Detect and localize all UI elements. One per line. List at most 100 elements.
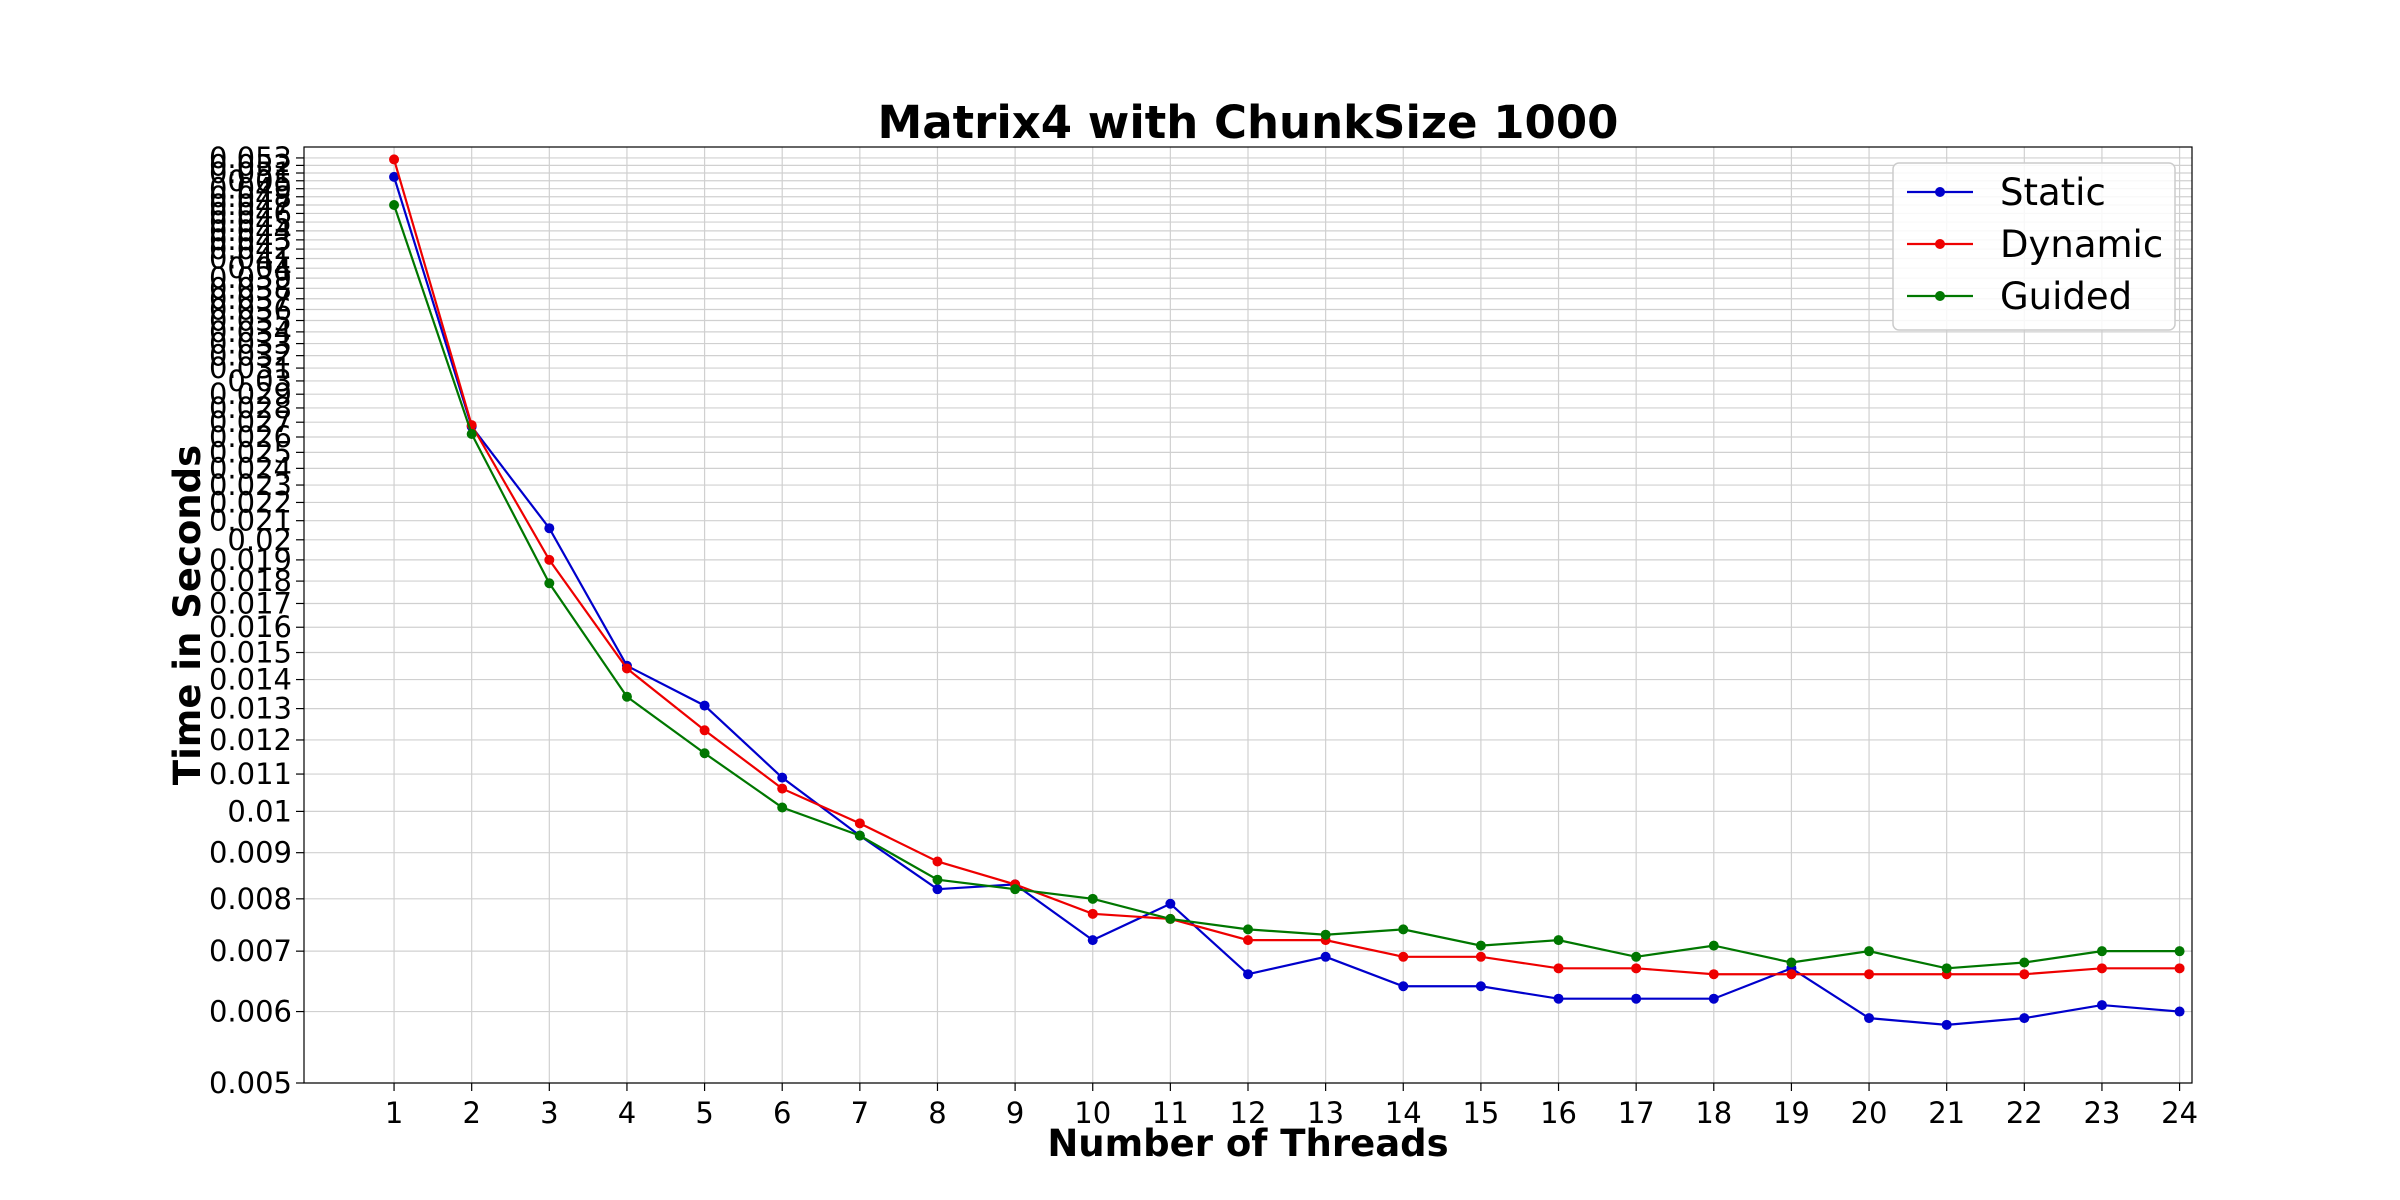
data-point (544, 523, 555, 534)
x-tick-label: 15 (1462, 1096, 1499, 1130)
y-tick-label: 0.01 (227, 794, 292, 828)
y-tick-label: 0.047 (209, 188, 292, 222)
legend: Static Dynamic Guided (1892, 162, 2176, 331)
y-tick-label: 0.02 (227, 523, 292, 557)
y-tick-label: 0.04 (227, 251, 292, 285)
x-tick-label: 14 (1385, 1096, 1422, 1130)
data-point (1941, 1019, 1952, 1030)
y-tick-label: 0.031 (209, 351, 292, 385)
y-tick-label: 0.03 (227, 364, 292, 398)
x-tick-label: 17 (1618, 1096, 1655, 1130)
data-point (932, 884, 943, 895)
data-point (1087, 908, 1098, 919)
legend-label: Dynamic (2000, 223, 2163, 266)
data-point (854, 818, 865, 829)
legend-marker (1935, 291, 1945, 301)
y-tick-label: 0.052 (209, 148, 292, 182)
x-tick-label: 23 (2083, 1096, 2120, 1130)
data-point (1864, 969, 1875, 980)
data-point (2096, 946, 2107, 957)
y-tick-label: 0.049 (209, 172, 292, 206)
y-tick-label: 0.007 (209, 934, 292, 968)
data-point (1553, 963, 1564, 974)
y-tick-label: 0.035 (209, 304, 292, 338)
y-tick-label: 0.022 (209, 485, 292, 519)
data-point (1165, 913, 1176, 924)
y-tick-label: 0.013 (209, 692, 292, 726)
y-tick-label: 0.023 (209, 468, 292, 502)
x-tick-label: 6 (773, 1096, 791, 1130)
data-point (466, 428, 477, 439)
data-point (1398, 951, 1409, 962)
data-point (1475, 951, 1486, 962)
x-axis-label: Number of Threads (1047, 1122, 1448, 1165)
data-point (777, 802, 788, 813)
y-tick-label: 0.046 (209, 196, 292, 230)
y-tick-label: 0.019 (209, 543, 292, 577)
data-point (2096, 1000, 2107, 1011)
data-point (1475, 981, 1486, 992)
x-tick-label: 12 (1230, 1096, 1267, 1130)
x-tick-label: 22 (2006, 1096, 2043, 1130)
data-point (1398, 981, 1409, 992)
x-tick-label: 13 (1307, 1096, 1344, 1130)
data-point (699, 725, 710, 736)
y-tick-label: 0.033 (209, 327, 292, 361)
data-point (854, 830, 865, 841)
x-tick-label: 11 (1152, 1096, 1189, 1130)
y-tick-label: 0.039 (209, 261, 292, 295)
y-tick-label: 0.041 (209, 242, 292, 276)
data-point (1864, 946, 1875, 957)
chart-title: Matrix4 with ChunkSize 1000 (877, 96, 1618, 149)
data-point (699, 700, 710, 711)
y-tick-label: 0.017 (209, 586, 292, 620)
x-tick-label: 21 (1928, 1096, 1965, 1130)
x-axis-ticks: 1 2 3 4 5 6 7 8 9 10 11 12 13 14 15 16 17 18 19 20 21 22 23 24 (385, 1083, 2198, 1130)
x-tick-label: 7 (851, 1096, 869, 1130)
data-point (932, 874, 943, 885)
y-tick-label: 0.036 (209, 292, 292, 326)
data-point (1631, 951, 1642, 962)
y-tick-label: 0.005 (209, 1066, 292, 1100)
data-point (389, 200, 400, 211)
series-line (393, 204, 2180, 970)
data-point (1243, 924, 1253, 935)
data-point (2174, 946, 2185, 957)
data-point (1398, 924, 1409, 935)
x-tick-label: 9 (1006, 1096, 1024, 1130)
data-point (777, 783, 788, 794)
data-point (1243, 969, 1253, 980)
data-point (699, 748, 710, 759)
y-tick-label: 0.034 (209, 315, 292, 349)
data-point (1631, 963, 1642, 974)
data-point (2019, 969, 2030, 980)
y-tick-label: 0.048 (209, 180, 292, 214)
x-tick-label: 1 (385, 1096, 403, 1130)
data-point (1243, 935, 1253, 946)
y-tick-label: 0.008 (209, 882, 292, 916)
y-tick-label: 0.021 (209, 504, 292, 538)
y-tick-label: 0.053 (209, 141, 292, 175)
data-point (1631, 993, 1642, 1004)
series-line (393, 176, 2180, 1026)
y-tick-label: 0.006 (209, 995, 292, 1029)
data-point (2019, 1013, 2030, 1024)
data-point (1010, 884, 1021, 895)
y-tick-label: 0.009 (209, 836, 292, 870)
data-point (777, 772, 788, 783)
y-tick-label: 0.05 (227, 164, 292, 198)
y-tick-label: 0.025 (209, 435, 292, 469)
data-point (389, 154, 400, 165)
y-tick-label: 0.018 (209, 564, 292, 598)
x-tick-label: 24 (2161, 1096, 2198, 1130)
x-tick-label: 8 (928, 1096, 946, 1130)
data-point (1087, 935, 1098, 946)
y-tick-label: 0.012 (209, 723, 292, 757)
y-axis-ticks: 0.0050.0060.0070.0080.0090.010.0110.0120… (209, 141, 304, 1100)
y-axis-label: Time in Seconds (166, 445, 209, 785)
legend-box (1892, 162, 2176, 331)
data-point (2096, 963, 2107, 974)
data-point (1708, 940, 1719, 951)
data-point (1320, 929, 1331, 940)
